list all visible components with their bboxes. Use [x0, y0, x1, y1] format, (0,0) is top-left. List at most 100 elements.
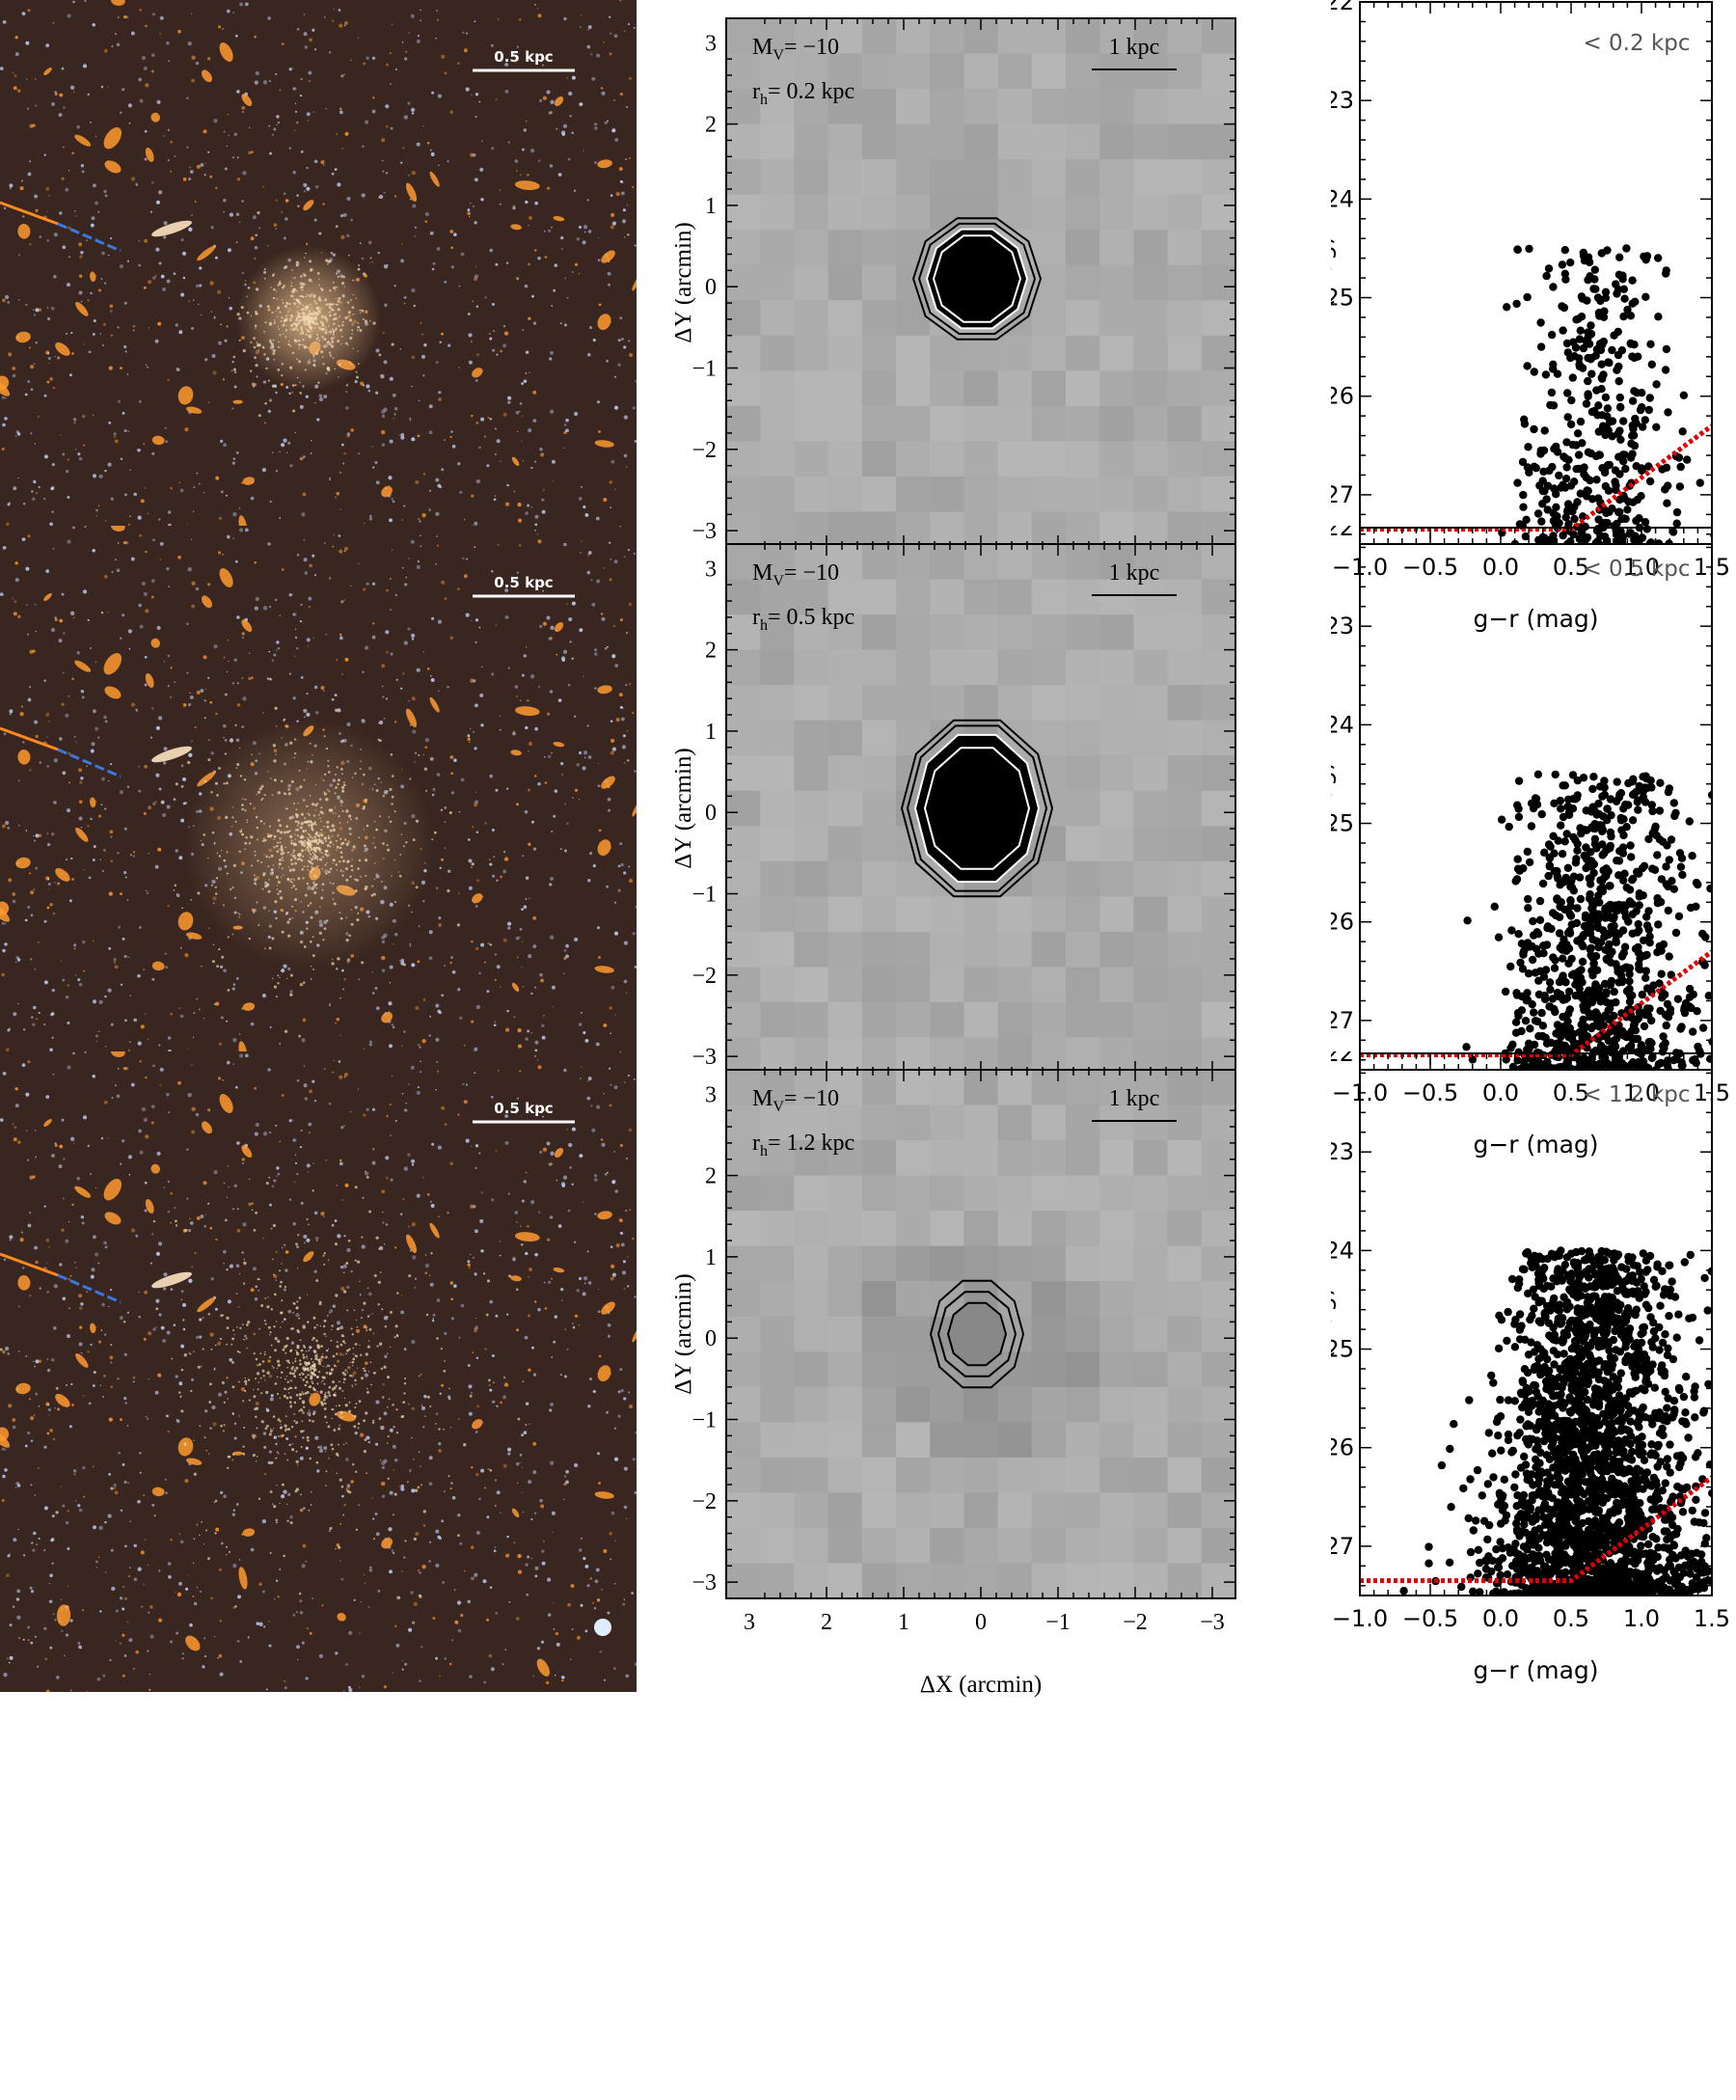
cmd-point — [1602, 1329, 1611, 1338]
cmd-point — [1598, 826, 1608, 834]
cmd-point — [1496, 1490, 1505, 1500]
cmd-point — [1560, 269, 1569, 278]
cmd-point — [1606, 958, 1615, 967]
cmd-point — [1599, 926, 1608, 935]
cmd-point — [1512, 1549, 1522, 1558]
cmd-point — [1633, 389, 1641, 397]
cmd-point — [1564, 1365, 1573, 1375]
cmd-point — [1626, 339, 1635, 348]
cmd-point — [1639, 1485, 1647, 1493]
cmd-point — [1544, 1505, 1553, 1514]
cmd-point — [1501, 987, 1510, 996]
cmd-point — [1668, 1354, 1678, 1364]
cmd-point — [1544, 871, 1553, 881]
cmd-point — [1642, 913, 1651, 921]
cmd-xtick-label: 0.0 — [1482, 1605, 1519, 1632]
cmd-point — [1463, 916, 1472, 925]
cmd-point — [1530, 931, 1538, 940]
cmd-point — [1634, 942, 1642, 952]
cmd-point — [1556, 1044, 1564, 1053]
cmd-point — [1700, 1273, 1709, 1283]
cmd-point — [1569, 832, 1578, 842]
cmd-point — [1612, 1443, 1621, 1453]
cmd-point — [1641, 518, 1650, 527]
cmd-point — [1607, 1433, 1615, 1442]
cmd-point — [1524, 969, 1533, 978]
cmd-point — [1676, 862, 1686, 871]
cmd-point — [1644, 834, 1653, 844]
cmd-point — [1668, 528, 1678, 536]
cmd-point — [1611, 1396, 1620, 1405]
cmd-point — [1560, 837, 1569, 846]
completeness-limit-line — [1360, 1475, 1712, 1584]
cmd-point — [1726, 504, 1734, 511]
cmd-point — [1555, 992, 1563, 1001]
cmd-point — [1622, 1265, 1631, 1273]
cmd-point — [1580, 257, 1589, 265]
cmd-point — [1576, 417, 1586, 426]
cmd-point — [1601, 481, 1610, 491]
cmd-point — [1665, 952, 1673, 961]
cmd-point — [1590, 1485, 1599, 1493]
cmd-point — [1537, 1008, 1546, 1018]
cmd-point — [1603, 1271, 1612, 1281]
cmd-point — [1564, 1271, 1574, 1281]
cmd-point — [1577, 1348, 1586, 1356]
cmd-point — [1558, 1426, 1566, 1434]
cmd-point — [1536, 342, 1546, 351]
cmd-point — [1674, 1383, 1684, 1393]
cmd-point — [1530, 1348, 1539, 1356]
cmd-point — [1528, 1000, 1536, 1009]
cmd-point — [1692, 878, 1701, 887]
cmd-point — [1506, 1044, 1515, 1052]
cmd-point — [1533, 1017, 1542, 1026]
cmd-point — [1699, 1408, 1708, 1417]
cmd-point — [1541, 1033, 1550, 1042]
cmd-point — [1642, 1045, 1651, 1053]
cmd-point — [1641, 292, 1650, 301]
cmd-point — [1623, 305, 1632, 314]
cmd-point — [1640, 861, 1649, 870]
cmd-point — [1466, 1475, 1475, 1484]
cmd-point — [1500, 1475, 1508, 1484]
cmd-ytick-label: 26 — [1331, 383, 1354, 410]
cmd-point — [1691, 1413, 1699, 1422]
cmd-point — [1566, 896, 1575, 905]
cmd-point — [1585, 1008, 1593, 1018]
cmd-point — [1489, 1473, 1498, 1482]
cmd-point — [1553, 369, 1562, 378]
cmd-point — [1627, 853, 1636, 861]
cmd-point — [1650, 1383, 1659, 1392]
map-scale-label: 1 kpc — [1109, 560, 1160, 586]
cmd-point — [1625, 977, 1634, 986]
cmd-point — [1582, 843, 1590, 852]
cmd-point — [1614, 1250, 1623, 1259]
cmd-point — [1591, 980, 1600, 989]
cmd-point — [1550, 1360, 1559, 1369]
cmd-point — [1675, 1492, 1685, 1501]
cmd-point — [1624, 1043, 1634, 1052]
cmd-point — [1700, 1509, 1710, 1517]
cmd-point — [1597, 360, 1606, 368]
cmd-point — [1496, 1395, 1505, 1405]
cmd-point — [1459, 1484, 1468, 1493]
half-light-radius-label: rh= 1.2 kpc — [752, 1131, 854, 1159]
cmd-point — [1511, 1315, 1520, 1324]
cmd-point — [1628, 876, 1637, 885]
cmd-point — [1599, 1574, 1608, 1583]
cmd-point — [1513, 855, 1522, 863]
cmd-point — [1619, 514, 1628, 523]
cmd-point — [1643, 1559, 1652, 1568]
cmd-point — [1525, 1476, 1533, 1485]
cmd-point — [1492, 1544, 1501, 1554]
cmd-point — [1582, 399, 1591, 408]
cmd-point — [1584, 1253, 1592, 1262]
cmd-point — [1587, 1414, 1596, 1423]
cmd-point — [1619, 964, 1629, 972]
cmd-ticks — [1359, 1, 1713, 544]
cmd-point — [1579, 248, 1587, 258]
cmd-point — [1555, 471, 1563, 480]
cmd-point — [1515, 1512, 1524, 1521]
cmd-point — [1507, 1274, 1517, 1284]
